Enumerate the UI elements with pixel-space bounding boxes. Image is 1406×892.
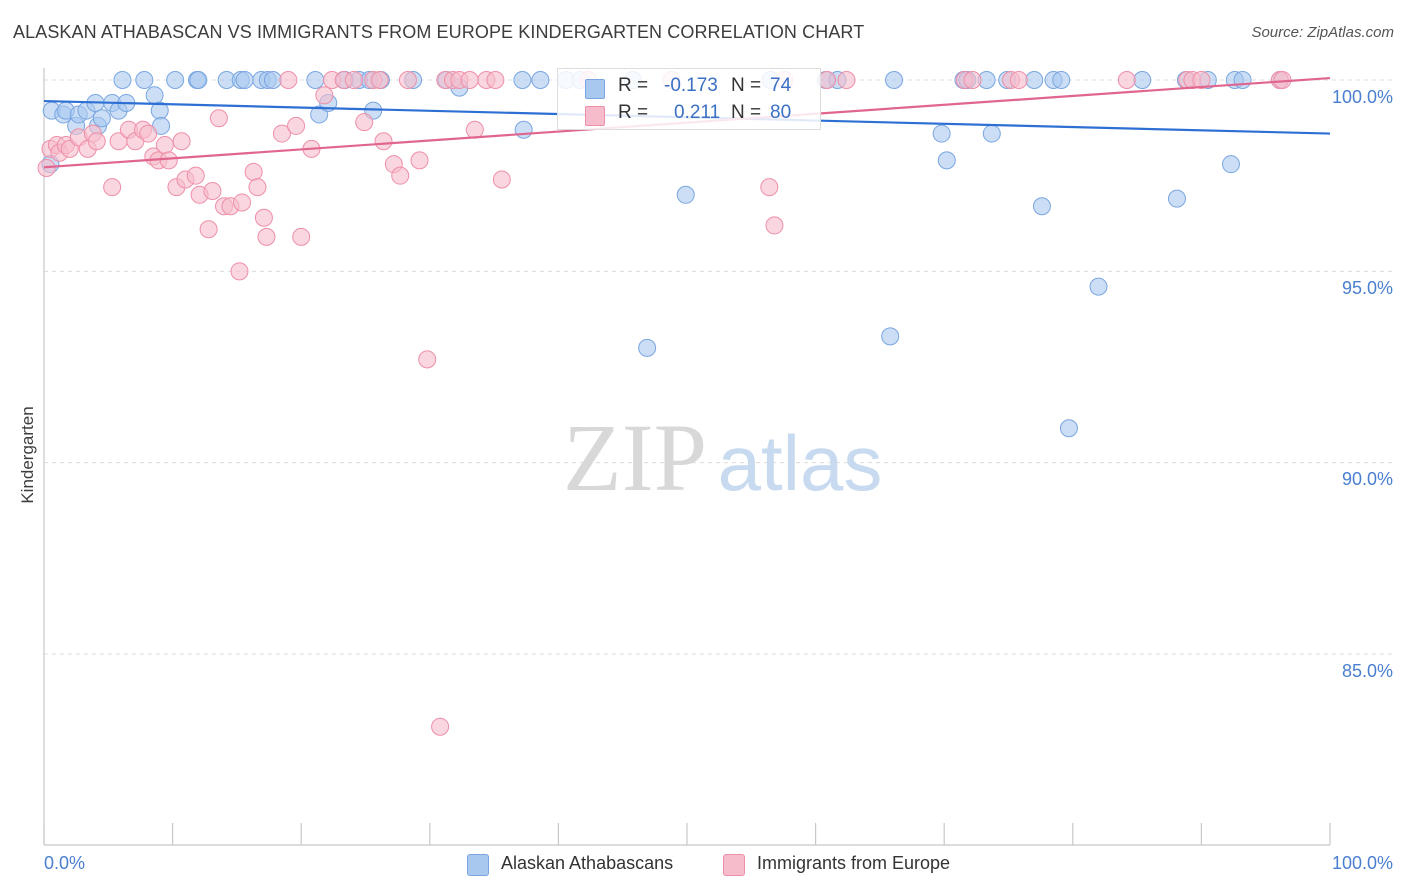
athabascan-r-value: -0.173 — [664, 75, 718, 96]
athabascan-point-52 — [937, 151, 956, 170]
athabascan-point-63 — [1089, 277, 1108, 296]
chart-title: ALASKAN ATHABASCAN VS IMMIGRANTS FROM EU… — [13, 22, 865, 42]
athabascan-point-15 — [145, 86, 164, 105]
athabascan-point-68 — [1221, 155, 1240, 174]
athabascan-point-20 — [189, 71, 208, 89]
europe-point-33 — [248, 178, 267, 197]
europe-point-35 — [257, 227, 276, 246]
europe-point-34 — [254, 208, 273, 227]
europe-point-25 — [199, 220, 218, 239]
europe-point-45 — [355, 113, 374, 132]
athabascan-point-58 — [1025, 71, 1044, 89]
chart-source: Source: ZipAtlas.com — [1251, 24, 1394, 41]
europe-n-value: 80 — [770, 102, 792, 123]
europe-point-41 — [315, 86, 334, 105]
athabascan-point-39 — [514, 120, 533, 139]
europe-point-26 — [203, 181, 222, 200]
europe-point-61 — [486, 71, 505, 89]
europe-point-10 — [103, 178, 122, 197]
europe-point-30 — [230, 262, 249, 281]
europe-point-36 — [272, 124, 291, 143]
y-tick-label-85: 85.0% — [1341, 661, 1393, 681]
athabascan-point-18 — [166, 71, 185, 89]
europe-point-32 — [244, 162, 263, 181]
europe-point-74 — [1117, 71, 1136, 89]
athabascan-n-value: 74 — [770, 75, 792, 96]
europe-point-51 — [398, 71, 417, 89]
athabascan-point-56 — [982, 124, 1001, 143]
athabascan-point-62 — [1059, 419, 1078, 438]
europe-point-9 — [87, 132, 106, 151]
europe-point-71 — [963, 71, 982, 89]
europe-point-15 — [139, 124, 158, 143]
europe-point-23 — [186, 166, 205, 185]
athabascan-point-26 — [263, 71, 282, 89]
europe-point-59 — [465, 120, 484, 139]
athabascan-point-50 — [881, 327, 900, 346]
europe-point-31 — [233, 193, 252, 212]
x-tick-label-min: 0.0% — [44, 853, 86, 873]
athabascan-point-40 — [531, 71, 550, 89]
legend-label-athabascans: Alaskan Athabascans — [501, 853, 674, 873]
stats-legend: R = -0.173 N = 74 R = 0.211 N = 80 — [557, 68, 821, 130]
europe-point-38 — [287, 116, 306, 135]
europe-point-66 — [765, 216, 784, 235]
europe-n-label: N = — [731, 102, 762, 123]
europe-point-19 — [159, 151, 178, 170]
europe-point-37 — [279, 71, 298, 89]
europe-point-53 — [418, 350, 437, 369]
europe-point-18 — [155, 136, 174, 155]
legend-swatch-athabascans — [467, 854, 489, 876]
athabascan-point-13 — [113, 71, 132, 89]
europe-r-value: 0.211 — [674, 102, 721, 123]
athabascan-point-70 — [1233, 71, 1252, 89]
x-tick-label-max: 100.0% — [1331, 853, 1393, 873]
stats-legend-row-europe: R = 0.211 N = 80 — [558, 100, 820, 128]
athabascan-point-23 — [235, 71, 254, 89]
legend-label-europe: Immigrants from Europe — [757, 853, 951, 873]
athabascan-point-44 — [638, 338, 657, 357]
legend-swatch-europe — [723, 854, 745, 876]
y-tick-label-95: 95.0% — [1341, 278, 1393, 298]
athabascan-point-45 — [676, 185, 695, 204]
europe-point-73 — [1009, 71, 1028, 89]
europe-point-65 — [760, 178, 779, 197]
europe-point-54 — [431, 717, 450, 736]
europe-point-62 — [492, 170, 511, 189]
europe-point-58 — [460, 71, 479, 89]
athabascan-n-label: N = — [731, 75, 762, 96]
athabascan-point-14 — [135, 71, 154, 89]
europe-point-27 — [209, 109, 228, 128]
athabascan-point-64 — [1133, 71, 1152, 89]
europe-point-68 — [818, 71, 837, 89]
y-tick-label-100: 100.0% — [1331, 87, 1393, 107]
europe-r-label: R = — [618, 102, 649, 123]
europe-point-69 — [837, 71, 856, 89]
athabascan-point-51 — [932, 124, 951, 143]
athabascan-point-49 — [885, 71, 904, 89]
watermark-zip: ZIP — [563, 404, 707, 511]
athabascan-point-59 — [1032, 197, 1051, 216]
athabascan-point-66 — [1167, 189, 1186, 208]
stats-legend-row-athabascan: R = -0.173 N = 74 — [558, 73, 820, 101]
athabascan-point-61 — [1052, 71, 1071, 89]
europe-swatch — [585, 106, 605, 126]
athabascan-swatch — [585, 79, 605, 99]
athabascan-point-9 — [92, 109, 111, 128]
watermark-atlas: atlas — [718, 419, 883, 507]
athabascan-point-38 — [513, 71, 532, 89]
athabascan-point-27 — [306, 71, 325, 89]
europe-point-77 — [1192, 71, 1211, 89]
europe-point-52 — [410, 151, 429, 170]
europe-point-47 — [370, 71, 389, 89]
europe-point-48 — [374, 132, 393, 151]
y-tick-label-90: 90.0% — [1341, 469, 1393, 489]
europe-point-44 — [344, 71, 363, 89]
europe-point-50 — [391, 166, 410, 185]
europe-point-39 — [292, 227, 311, 246]
athabascan-r-label: R = — [618, 75, 649, 96]
europe-point-21 — [172, 132, 191, 151]
